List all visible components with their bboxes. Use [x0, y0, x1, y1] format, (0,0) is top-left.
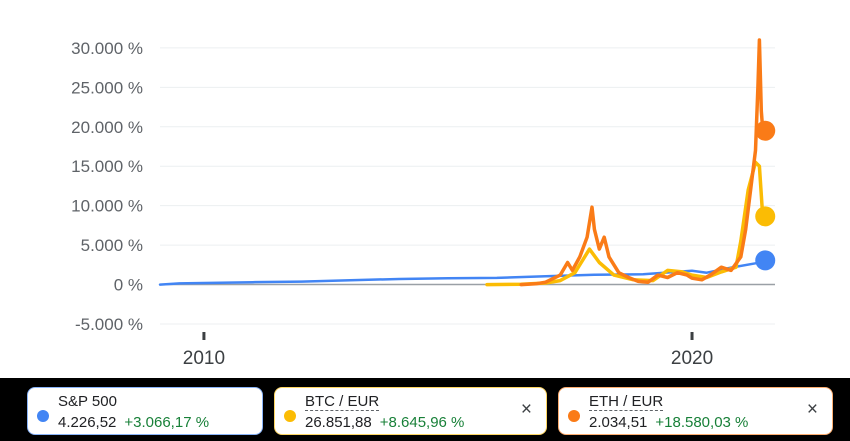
series-price: 2.034,51	[589, 414, 648, 431]
series-endpoint-eth-eur	[755, 120, 776, 141]
x-tick-label: 2020	[671, 348, 713, 369]
series-values: 26.851,88 +8.645,96 %	[305, 414, 464, 431]
series-values: 4.226,52 +3.066,17 %	[58, 414, 209, 431]
series-change: +3.066,17 %	[124, 414, 210, 431]
legend-card-eth-eur[interactable]: ETH / EUR 2.034,51 +18.580,03 % ×	[558, 387, 833, 435]
series-endpoint-btc-eur	[755, 206, 776, 227]
series-color-dot	[568, 410, 580, 422]
y-tick-label: 20.000 %	[71, 118, 143, 137]
y-tick-label: -5.000 %	[75, 315, 143, 334]
remove-series-close-icon[interactable]: ×	[520, 399, 532, 420]
y-tick-label: 10.000 %	[71, 197, 143, 216]
series-values: 2.034,51 +18.580,03 %	[589, 414, 748, 431]
line-chart[interactable]: 30.000 % 25.000 % 20.000 % 15.000 % 10.000 %…	[0, 0, 850, 378]
series-endpoint-s-p-500	[755, 250, 776, 271]
series-color-dot	[37, 410, 49, 422]
y-tick-label: 30.000 %	[71, 39, 143, 58]
series-change: +18.580,03 %	[655, 414, 749, 431]
series-color-dot	[284, 410, 296, 422]
remove-series-close-icon[interactable]: ×	[806, 399, 818, 420]
series-name: S&P 500	[58, 393, 117, 410]
x-tick-label: 2010	[183, 348, 225, 369]
y-tick-label: 0 %	[114, 276, 143, 295]
series-line-eth-eur	[519, 38, 767, 287]
legend-bar: S&P 500 4.226,52 +3.066,17 % BTC / EUR 26…	[0, 378, 850, 441]
y-tick-label: 25.000 %	[71, 78, 143, 97]
y-tick-label: 15.000 %	[71, 157, 143, 176]
y-tick-label: 5.000 %	[81, 236, 143, 255]
series-price: 26.851,88	[305, 414, 372, 431]
legend-card-btc-eur[interactable]: BTC / EUR 26.851,88 +8.645,96 % ×	[274, 387, 547, 435]
series-price: 4.226,52	[58, 414, 117, 431]
series-name-link[interactable]: ETH / EUR	[589, 393, 664, 411]
series-change: +8.645,96 %	[379, 414, 465, 431]
chart-area: 30.000 % 25.000 % 20.000 % 15.000 % 10.000 %…	[0, 0, 850, 378]
legend-card-sp500[interactable]: S&P 500 4.226,52 +3.066,17 %	[27, 387, 263, 435]
series-name-link[interactable]: BTC / EUR	[305, 393, 380, 411]
